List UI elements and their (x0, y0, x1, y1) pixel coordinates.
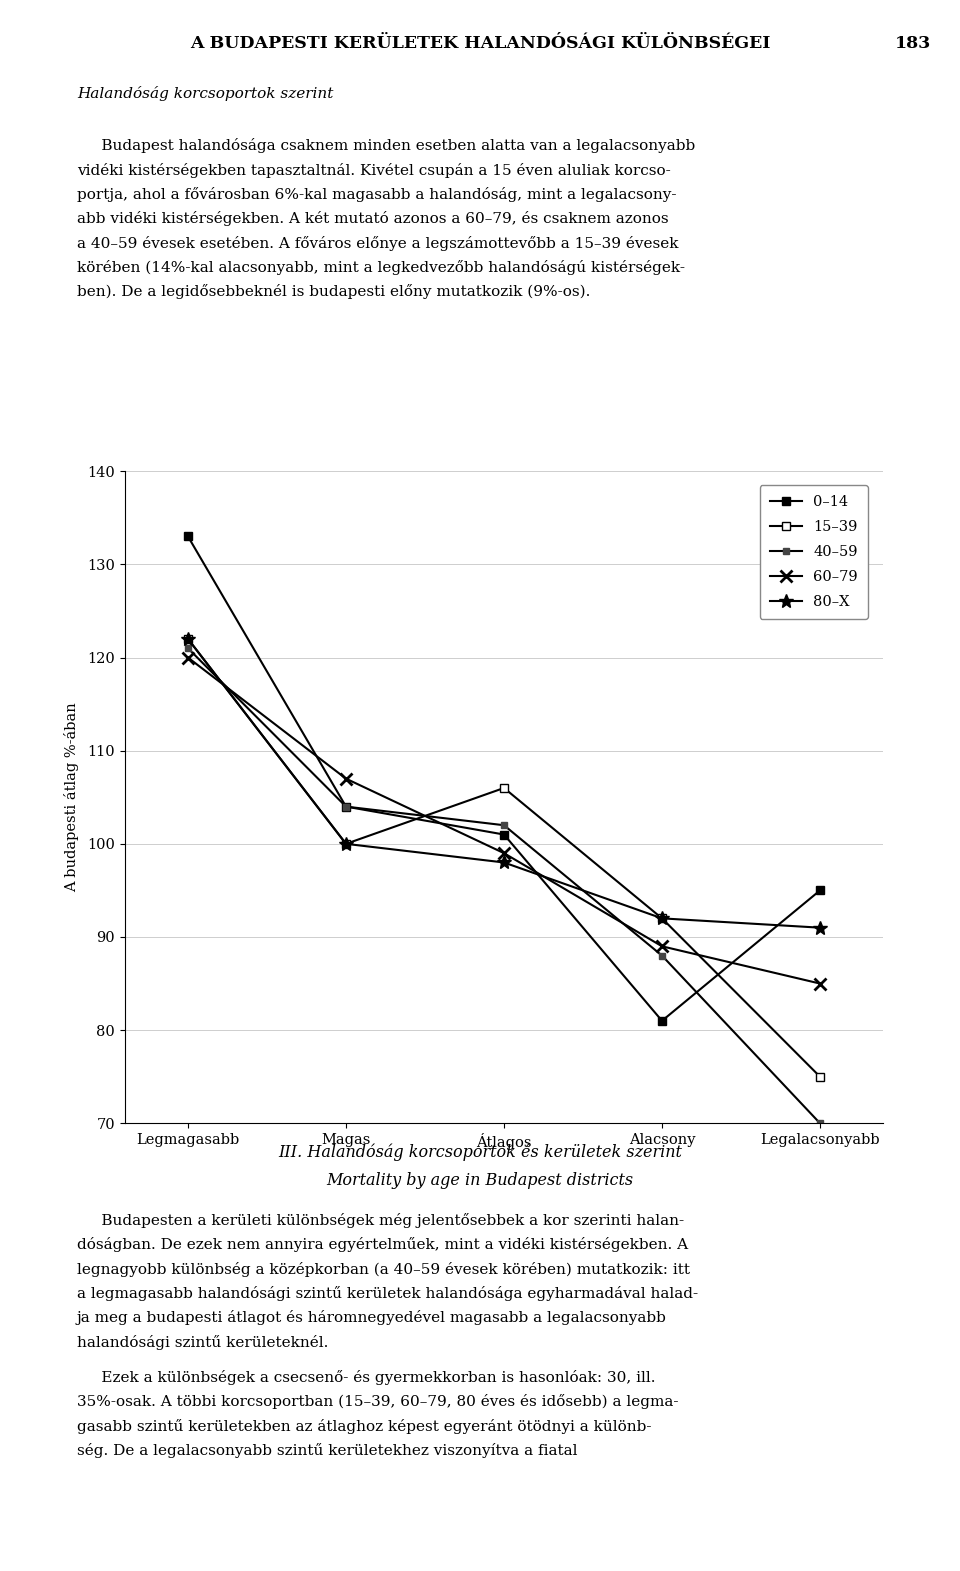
Text: 35%-osak. A többi korcsoportban (15–39, 60–79, 80 éves és idősebb) a legma-: 35%-osak. A többi korcsoportban (15–39, … (77, 1395, 679, 1409)
40–59 (340, 796, 351, 815)
Text: Budapest halandósága csaknem minden esetben alatta van a legalacsonyabb: Budapest halandósága csaknem minden eset… (77, 138, 695, 154)
60–79 (814, 974, 826, 993)
Text: gasabb szintű kerületekben az átlaghoz képest egyeránt ötödnyi a különb-: gasabb szintű kerületekben az átlaghoz k… (77, 1419, 651, 1434)
Text: ja meg a budapesti átlagot és háromnegyedével magasabb a legalacsonyabb: ja meg a budapesti átlagot és háromnegye… (77, 1310, 666, 1326)
Text: Halandóság korcsoportok szerint: Halandóság korcsoportok szerint (77, 86, 333, 102)
Line: 0–14: 0–14 (183, 533, 825, 1024)
60–79 (182, 649, 194, 668)
Line: 60–79: 60–79 (182, 652, 826, 990)
Line: 40–59: 40–59 (184, 644, 824, 1126)
Text: Mortality by age in Budapest districts: Mortality by age in Budapest districts (326, 1172, 634, 1189)
Text: 183: 183 (895, 35, 931, 52)
Text: Budapesten a kerületi különbségek még jelentősebbek a kor szerinti halan-: Budapesten a kerületi különbségek még je… (77, 1213, 684, 1229)
15–39 (340, 834, 351, 853)
15–39 (814, 1067, 826, 1086)
80–X (657, 910, 668, 928)
60–79 (340, 770, 351, 789)
Text: ben). De a legidősebbeknél is budapesti előny mutatkozik (9%-os).: ben). De a legidősebbeknél is budapesti … (77, 284, 590, 300)
40–59 (182, 639, 194, 658)
15–39 (657, 910, 668, 928)
0–14 (182, 528, 194, 547)
15–39 (498, 779, 510, 798)
0–14 (814, 881, 826, 900)
Line: 80–X: 80–X (181, 632, 827, 935)
Text: III. Halandóság korcsoportok és kerületek szerint: III. Halandóság korcsoportok és kerülete… (278, 1144, 682, 1161)
Text: portja, ahol a fővárosban 6%-kal magasabb a halandóság, mint a legalacsony-: portja, ahol a fővárosban 6%-kal magasab… (77, 187, 676, 203)
80–X (814, 917, 826, 936)
Text: dóságban. De ezek nem annyira egyértelműek, mint a vidéki kistérségekben. A: dóságban. De ezek nem annyira egyértelmű… (77, 1238, 688, 1252)
Y-axis label: A budapesti átlag %-ában: A budapesti átlag %-ában (64, 702, 79, 892)
Text: legnagyobb különbség a középkorban (a 40–59 évesek körében) mutatkozik: itt: legnagyobb különbség a középkorban (a 40… (77, 1262, 690, 1277)
Legend: 0–14, 15–39, 40–59, 60–79, 80–X: 0–14, 15–39, 40–59, 60–79, 80–X (759, 485, 869, 619)
Text: ség. De a legalacsonyabb szintű kerületekhez viszonyítva a fiatal: ség. De a legalacsonyabb szintű kerülete… (77, 1442, 577, 1458)
Text: abb vidéki kistérségekben. A két mutató azonos a 60–79, és csaknem azonos: abb vidéki kistérségekben. A két mutató … (77, 211, 668, 226)
0–14 (340, 796, 351, 815)
Text: Ezek a különbségek a csecsenő- és gyermekkorban is hasonlóak: 30, ill.: Ezek a különbségek a csecsenő- és gyerme… (77, 1370, 656, 1386)
Text: A BUDAPESTI KERÜLETEK HALANDÓSÁGI KÜLÖNBSÉGEI: A BUDAPESTI KERÜLETEK HALANDÓSÁGI KÜLÖNB… (190, 35, 770, 52)
Line: 15–39: 15–39 (183, 635, 825, 1081)
60–79 (498, 844, 510, 862)
60–79 (657, 936, 668, 955)
Text: a legmagasabb halandósági szintű kerületek halandósága egyharmadával halad-: a legmagasabb halandósági szintű kerület… (77, 1285, 698, 1301)
40–59 (814, 1114, 826, 1133)
80–X (182, 630, 194, 649)
40–59 (657, 946, 668, 965)
80–X (340, 834, 351, 853)
Text: vidéki kistérségekben tapasztaltnál. Kivétel csupán a 15 éven aluliak korcso-: vidéki kistérségekben tapasztaltnál. Kiv… (77, 162, 670, 178)
40–59 (498, 815, 510, 834)
80–X (498, 853, 510, 872)
0–14 (498, 825, 510, 844)
0–14 (657, 1012, 668, 1031)
Text: a 40–59 évesek esetében. A főváros előnye a legszámottevőbb a 15–39 évesek: a 40–59 évesek esetében. A főváros előny… (77, 236, 679, 251)
15–39 (182, 630, 194, 649)
Text: halandósági szintű kerületeknél.: halandósági szintű kerületeknél. (77, 1334, 328, 1349)
Text: körében (14%-kal alacsonyabb, mint a legkedvezőbb halandóságú kistérségek-: körében (14%-kal alacsonyabb, mint a leg… (77, 259, 684, 275)
